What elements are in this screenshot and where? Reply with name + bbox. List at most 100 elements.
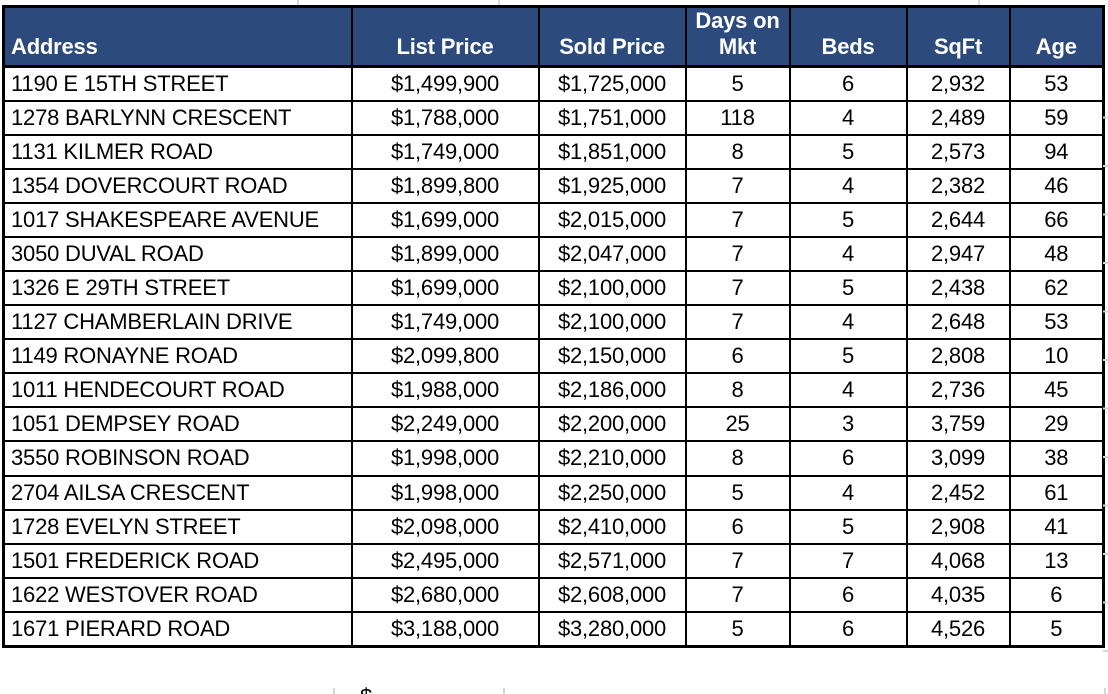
cell-list-price[interactable]: $1,998,000 (350, 440, 540, 477)
cell-age[interactable]: 61 (1008, 474, 1105, 511)
cell-address[interactable]: 3550 ROBINSON ROAD (2, 440, 353, 477)
cell-age[interactable]: 48 (1008, 235, 1105, 272)
cell-list-price[interactable]: $1,899,000 (350, 235, 540, 272)
cell-address[interactable]: 1017 SHAKESPEARE AVENUE (2, 201, 353, 238)
cell-beds[interactable]: 5 (788, 508, 908, 545)
cell-address[interactable]: 1190 E 15TH STREET (2, 65, 353, 102)
cell-sqft[interactable]: 2,736 (905, 372, 1011, 409)
cell-list-price[interactable]: $1,699,000 (350, 269, 540, 307)
cell-age[interactable]: 45 (1008, 372, 1105, 409)
cell-sold-price[interactable]: $2,608,000 (537, 576, 687, 613)
cell-list-price[interactable]: $3,188,000 (350, 610, 540, 648)
cell-list-price[interactable]: $2,680,000 (350, 576, 540, 613)
column-header-list-price[interactable]: List Price (350, 5, 540, 68)
cell-sqft[interactable]: 2,573 (905, 133, 1011, 170)
cell-list-price[interactable]: $1,899,800 (350, 167, 540, 204)
cell-beds[interactable]: 5 (788, 133, 908, 170)
cell-address[interactable]: 1051 DEMPSEY ROAD (2, 406, 353, 443)
cell-sqft[interactable]: 3,759 (905, 406, 1011, 443)
cell-sold-price[interactable]: $1,925,000 (537, 167, 687, 204)
cell-address[interactable]: 1354 DOVERCOURT ROAD (2, 167, 353, 204)
cell-sold-price[interactable]: $2,047,000 (537, 235, 687, 272)
cell-beds[interactable]: 6 (788, 65, 908, 102)
cell-sold-price[interactable]: $2,250,000 (537, 474, 687, 511)
cell-address[interactable]: 1326 E 29TH STREET (2, 269, 353, 307)
cell-beds[interactable]: 6 (788, 610, 908, 648)
cell-sqft[interactable]: 2,452 (905, 474, 1011, 511)
cell-days-on-mkt[interactable]: 7 (684, 304, 791, 341)
cell-sold-price[interactable]: $3,280,000 (537, 610, 687, 648)
cell-address[interactable]: 2704 AILSA CRESCENT (2, 474, 353, 511)
cell-address[interactable]: 1671 PIERARD ROAD (2, 610, 353, 648)
cell-days-on-mkt[interactable]: 6 (684, 338, 791, 375)
cell-beds[interactable]: 4 (788, 304, 908, 341)
cell-list-price[interactable]: $1,499,900 (350, 65, 540, 102)
cell-sqft[interactable]: 2,908 (905, 508, 1011, 545)
column-header-beds[interactable]: Beds (788, 5, 908, 68)
cell-sqft[interactable]: 2,932 (905, 65, 1011, 102)
cell-days-on-mkt[interactable]: 5 (684, 474, 791, 511)
cell-beds[interactable]: 3 (788, 406, 908, 443)
cell-sqft[interactable]: 2,648 (905, 304, 1011, 341)
cell-list-price[interactable]: $2,098,000 (350, 508, 540, 545)
cell-sold-price[interactable]: $1,851,000 (537, 133, 687, 170)
cell-age[interactable]: 38 (1008, 440, 1105, 477)
cell-sqft[interactable]: 3,099 (905, 440, 1011, 477)
cell-sqft[interactable]: 2,382 (905, 167, 1011, 204)
column-header-days-on-mkt[interactable]: Days on Mkt (684, 5, 791, 68)
cell-age[interactable]: 94 (1008, 133, 1105, 170)
cell-address[interactable]: 1011 HENDECOURT ROAD (2, 372, 353, 409)
cell-sold-price[interactable]: $2,186,000 (537, 372, 687, 409)
cell-age[interactable]: 29 (1008, 406, 1105, 443)
cell-days-on-mkt[interactable]: 7 (684, 576, 791, 613)
cell-age[interactable]: 5 (1008, 610, 1105, 648)
cell-age[interactable]: 46 (1008, 167, 1105, 204)
cell-address[interactable]: 1501 FREDERICK ROAD (2, 542, 353, 579)
cell-list-price[interactable]: $2,249,000 (350, 406, 540, 443)
cell-days-on-mkt[interactable]: 8 (684, 372, 791, 409)
cell-age[interactable]: 53 (1008, 304, 1105, 341)
cell-list-price[interactable]: $1,749,000 (350, 304, 540, 341)
cell-address[interactable]: 1728 EVELYN STREET (2, 508, 353, 545)
cell-sold-price[interactable]: $2,150,000 (537, 338, 687, 375)
cell-beds[interactable]: 4 (788, 474, 908, 511)
cell-days-on-mkt[interactable]: 7 (684, 201, 791, 238)
cell-list-price[interactable]: $1,988,000 (350, 372, 540, 409)
cell-sqft[interactable]: 2,644 (905, 201, 1011, 238)
cell-days-on-mkt[interactable]: 7 (684, 542, 791, 579)
cell-days-on-mkt[interactable]: 118 (684, 99, 791, 136)
cell-age[interactable]: 41 (1008, 508, 1105, 545)
cell-beds[interactable]: 4 (788, 99, 908, 136)
cell-address[interactable]: 1149 RONAYNE ROAD (2, 338, 353, 375)
cell-address[interactable]: 1131 KILMER ROAD (2, 133, 353, 170)
cell-sold-price[interactable]: $2,410,000 (537, 508, 687, 545)
cell-address[interactable]: 1622 WESTOVER ROAD (2, 576, 353, 613)
cell-age[interactable]: 53 (1008, 65, 1105, 102)
cell-address[interactable]: 3050 DUVAL ROAD (2, 235, 353, 272)
cell-sold-price[interactable]: $1,725,000 (537, 65, 687, 102)
cell-age[interactable]: 13 (1008, 542, 1105, 579)
cell-sqft[interactable]: 4,035 (905, 576, 1011, 613)
cell-list-price[interactable]: $2,099,800 (350, 338, 540, 375)
cell-days-on-mkt[interactable]: 5 (684, 610, 791, 648)
cell-sqft[interactable]: 2,808 (905, 338, 1011, 375)
column-header-age[interactable]: Age (1008, 5, 1105, 68)
cell-days-on-mkt[interactable]: 7 (684, 269, 791, 307)
cell-days-on-mkt[interactable]: 8 (684, 133, 791, 170)
cell-beds[interactable]: 4 (788, 372, 908, 409)
cell-sold-price[interactable]: $1,751,000 (537, 99, 687, 136)
cell-age[interactable]: 62 (1008, 269, 1105, 307)
column-header-sqft[interactable]: SqFt (905, 5, 1011, 68)
cell-days-on-mkt[interactable]: 8 (684, 440, 791, 477)
cell-beds[interactable]: 5 (788, 338, 908, 375)
cell-days-on-mkt[interactable]: 6 (684, 508, 791, 545)
cell-age[interactable]: 59 (1008, 99, 1105, 136)
cell-beds[interactable]: 5 (788, 201, 908, 238)
cell-sqft[interactable]: 4,526 (905, 610, 1011, 648)
cell-beds[interactable]: 6 (788, 576, 908, 613)
cell-beds[interactable]: 4 (788, 167, 908, 204)
cell-beds[interactable]: 6 (788, 440, 908, 477)
cell-beds[interactable]: 4 (788, 235, 908, 272)
cell-days-on-mkt[interactable]: 25 (684, 406, 791, 443)
cell-sqft[interactable]: 2,489 (905, 99, 1011, 136)
